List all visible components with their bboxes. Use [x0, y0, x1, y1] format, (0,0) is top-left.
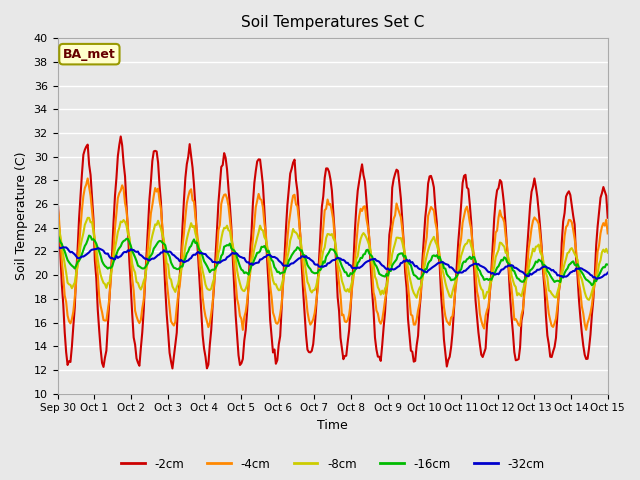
-4cm — [531, 215, 538, 220]
-32cm — [593, 276, 600, 282]
-16cm — [446, 275, 454, 280]
-8cm — [447, 294, 455, 300]
-8cm — [54, 218, 61, 224]
-8cm — [338, 278, 346, 284]
-8cm — [72, 270, 80, 276]
Text: BA_met: BA_met — [63, 48, 116, 60]
-4cm — [602, 217, 610, 223]
-32cm — [602, 272, 610, 277]
-4cm — [54, 204, 61, 209]
X-axis label: Time: Time — [317, 419, 348, 432]
Line: -32cm: -32cm — [58, 247, 608, 279]
-32cm — [447, 264, 455, 270]
-32cm — [604, 270, 612, 276]
-4cm — [604, 230, 612, 236]
-4cm — [84, 176, 92, 181]
-16cm — [601, 264, 609, 270]
-16cm — [337, 260, 344, 265]
Title: Soil Temperatures Set C: Soil Temperatures Set C — [241, 15, 424, 30]
Line: -4cm: -4cm — [58, 179, 608, 330]
-32cm — [54, 246, 61, 252]
Line: -2cm: -2cm — [58, 136, 608, 369]
-2cm — [604, 215, 612, 221]
-2cm — [602, 193, 610, 199]
-16cm — [528, 266, 536, 272]
-2cm — [72, 271, 80, 277]
-4cm — [72, 279, 80, 285]
-16cm — [54, 231, 61, 237]
-8cm — [84, 215, 92, 221]
-4cm — [449, 313, 456, 319]
-2cm — [54, 192, 61, 198]
-4cm — [91, 238, 99, 244]
Line: -8cm: -8cm — [58, 218, 608, 300]
-2cm — [340, 356, 348, 362]
Line: -16cm: -16cm — [58, 234, 608, 285]
-2cm — [449, 329, 456, 335]
-8cm — [604, 250, 612, 255]
-2cm — [117, 133, 125, 139]
-32cm — [338, 257, 346, 263]
Y-axis label: Soil Temperature (C): Soil Temperature (C) — [15, 152, 28, 280]
-8cm — [91, 238, 99, 243]
-32cm — [91, 246, 99, 252]
-8cm — [585, 297, 593, 303]
-8cm — [602, 246, 610, 252]
-2cm — [90, 216, 97, 222]
-4cm — [340, 312, 348, 318]
-32cm — [74, 255, 81, 261]
-8cm — [529, 246, 537, 252]
-16cm — [90, 236, 97, 242]
-16cm — [72, 263, 80, 268]
-4cm — [239, 327, 246, 333]
Legend: -2cm, -4cm, -8cm, -16cm, -32cm: -2cm, -4cm, -8cm, -16cm, -32cm — [116, 453, 549, 475]
-2cm — [531, 176, 538, 181]
-16cm — [604, 262, 612, 267]
-16cm — [588, 282, 596, 288]
-32cm — [529, 270, 537, 276]
-32cm — [60, 244, 67, 250]
-2cm — [168, 366, 176, 372]
